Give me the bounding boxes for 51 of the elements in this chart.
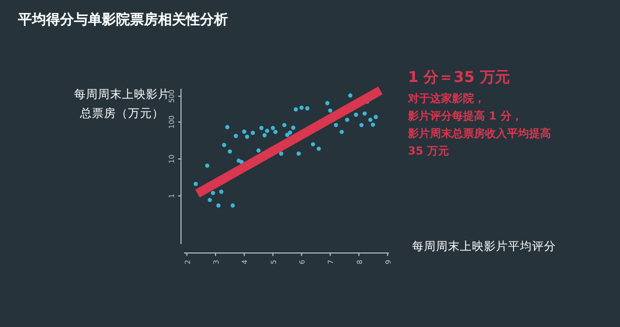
point	[210, 190, 216, 196]
point	[228, 149, 232, 154]
point	[262, 133, 267, 138]
chart-title: 平均得分与单影院票房相关性分析	[17, 11, 228, 28]
text: 影片评分每提高 1 分，	[407, 110, 522, 122]
point	[291, 126, 296, 130]
point	[242, 130, 246, 134]
point	[279, 152, 284, 156]
y-axis-title: 每周周末上映影片总票房（万元）	[74, 87, 170, 120]
point	[205, 164, 210, 168]
point	[334, 122, 338, 128]
point	[259, 126, 264, 130]
point	[325, 101, 330, 106]
text: 35 万元	[408, 144, 450, 158]
point	[368, 118, 372, 122]
point	[305, 106, 310, 110]
point	[208, 198, 212, 202]
point	[265, 128, 270, 133]
text: 影片周末总票房收入平均提高	[407, 127, 551, 140]
point	[273, 130, 278, 134]
point	[354, 112, 358, 117]
point	[296, 152, 301, 156]
point	[216, 203, 221, 208]
text: 1 分＝35 万元	[408, 68, 510, 86]
point	[225, 125, 230, 130]
point	[348, 93, 352, 98]
point	[310, 142, 316, 146]
point	[230, 203, 235, 208]
point	[294, 107, 298, 112]
point	[299, 106, 304, 110]
x-axis-title: 每周周末上映影片平均评分	[412, 239, 556, 253]
point	[222, 142, 226, 148]
point	[328, 108, 332, 113]
text: 对于这家影院，	[407, 92, 485, 105]
point	[244, 134, 250, 139]
point	[316, 146, 321, 151]
point	[234, 134, 238, 138]
point	[362, 111, 367, 116]
point	[250, 130, 255, 135]
point	[288, 130, 292, 135]
point	[359, 122, 364, 128]
point	[370, 122, 376, 127]
point	[282, 122, 286, 128]
point	[194, 182, 198, 186]
point	[285, 132, 290, 137]
point	[374, 114, 378, 120]
point	[340, 130, 344, 134]
point	[345, 118, 350, 122]
point	[256, 148, 261, 153]
point	[219, 190, 224, 194]
point	[270, 126, 275, 130]
